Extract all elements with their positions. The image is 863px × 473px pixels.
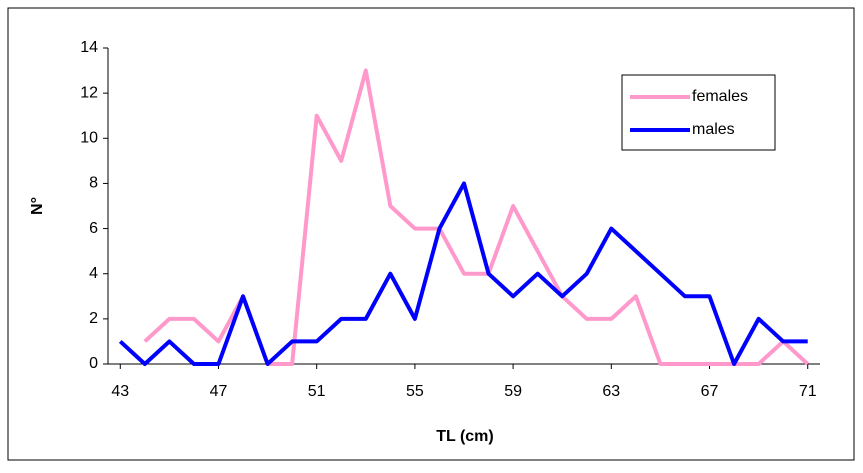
x-tick-label: 43 [111, 383, 129, 400]
x-tick-label: 51 [308, 383, 326, 400]
legend-label: females [692, 88, 748, 105]
x-axis-label: TL (cm) [436, 428, 493, 445]
y-tick-label: 2 [89, 310, 98, 327]
y-tick-label: 14 [80, 39, 98, 56]
x-tick-label: 55 [406, 383, 424, 400]
x-tick-label: 47 [210, 383, 228, 400]
legend-label: males [692, 121, 735, 138]
x-tick-label: 59 [504, 383, 522, 400]
series-line [118, 181, 808, 366]
y-tick-label: 8 [89, 175, 98, 192]
y-tick-label: 10 [80, 130, 98, 147]
y-tick-label: 4 [89, 265, 98, 282]
y-tick-label: 0 [89, 355, 98, 372]
y-tick-label: 12 [80, 84, 98, 101]
x-tick-label: 67 [701, 383, 719, 400]
y-axis-label: N° [29, 197, 46, 215]
x-tick-label: 71 [799, 383, 817, 400]
legend-box [621, 74, 776, 151]
x-tick-label: 63 [602, 383, 620, 400]
y-tick-label: 6 [89, 220, 98, 237]
